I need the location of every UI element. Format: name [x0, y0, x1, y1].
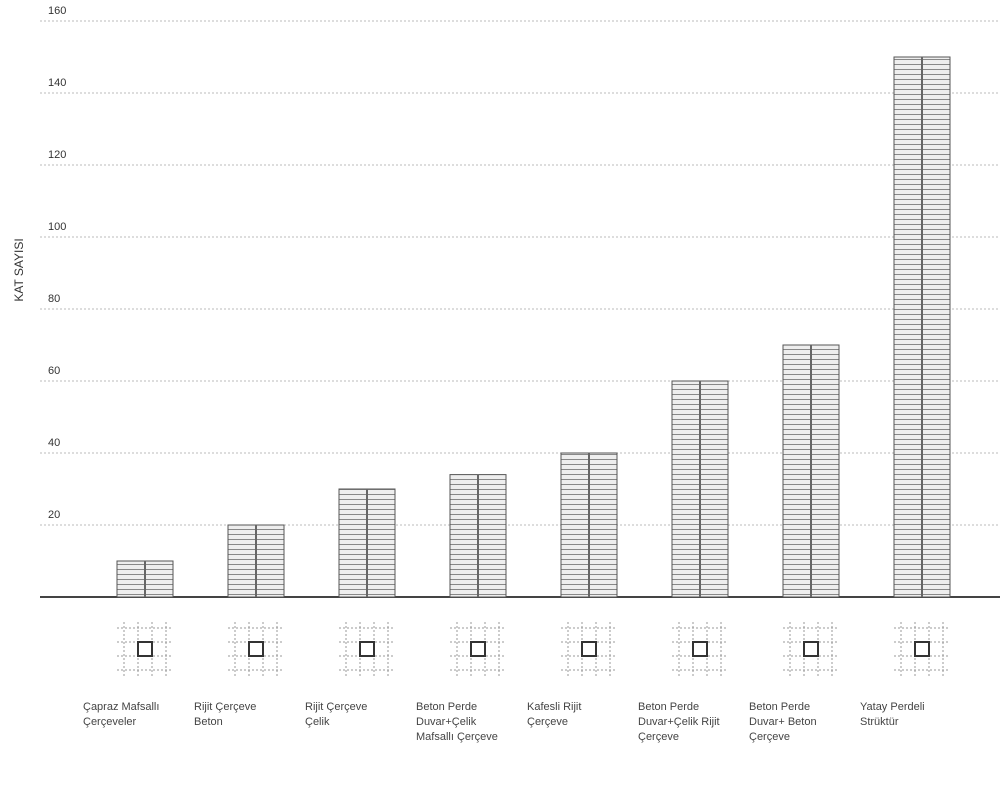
plan-core — [581, 641, 597, 657]
y-tick-label: 140 — [48, 77, 66, 89]
plan-core — [359, 641, 375, 657]
x-tick-label: Beton Perde Duvar+Çelik Mafsallı Çerçeve — [416, 701, 498, 743]
y-tick-label: 40 — [48, 437, 60, 449]
plan-core — [803, 641, 819, 657]
y-axis-label: KAT SAYISI — [12, 238, 26, 301]
x-tick-label: Çapraz Mafsallı Çerçeveler — [83, 701, 160, 728]
x-tick-label: Beton Perde Duvar+ Beton Çerçeve — [749, 701, 817, 743]
plan-core — [914, 641, 930, 657]
y-tick-label: 120 — [48, 149, 66, 161]
y-tick-label: 20 — [48, 509, 60, 521]
x-tick-label: Kafesli Rijit Çerçeve — [527, 701, 582, 728]
y-tick-label: 160 — [48, 5, 66, 17]
x-tick-label: Rijit Çerçeve Çelik — [305, 701, 368, 728]
plan-core — [470, 641, 486, 657]
x-tick-label: Beton Perde Duvar+Çelik Rijit Çerçeve — [638, 701, 720, 743]
plan-core — [248, 641, 264, 657]
x-tick-label: Rijit Çerçeve Beton — [194, 701, 257, 728]
plan-core — [692, 641, 708, 657]
x-tick-label: Yatay Perdeli Strüktür — [860, 701, 925, 728]
y-tick-label: 60 — [48, 365, 60, 377]
y-tick-label: 80 — [48, 293, 60, 305]
y-tick-label: 100 — [48, 221, 66, 233]
plan-core — [137, 641, 153, 657]
